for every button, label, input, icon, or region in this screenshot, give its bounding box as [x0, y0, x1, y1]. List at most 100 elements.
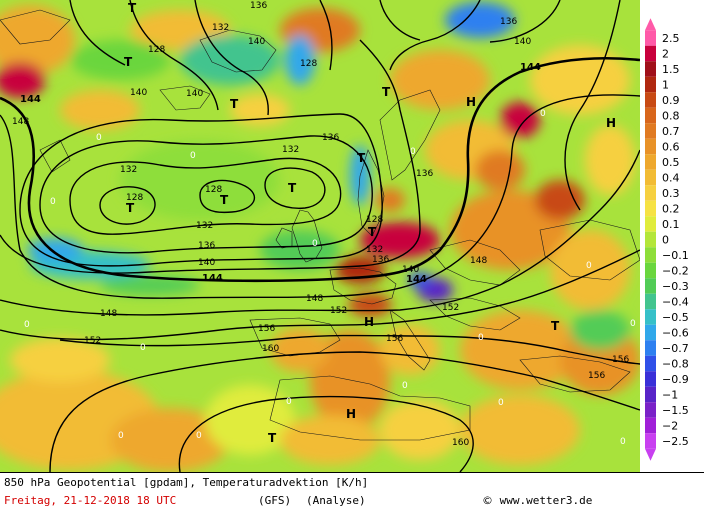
isoline-label: 160 — [262, 344, 279, 354]
isoline-label: 132 — [120, 165, 137, 175]
legend-label: −1.5 — [662, 404, 689, 417]
isoline-label: 148 — [100, 309, 117, 319]
legend-swatch — [645, 433, 656, 449]
low-pressure-marker: T — [368, 225, 377, 239]
legend-swatch — [645, 45, 656, 62]
isoline-label: 128 — [300, 59, 317, 69]
run-type: (Analyse) — [306, 494, 366, 507]
isoline-label: 136 — [250, 1, 267, 11]
low-pressure-marker: T — [220, 193, 229, 207]
advection-field — [0, 0, 640, 472]
legend-swatch — [645, 386, 656, 403]
legend-swatch — [645, 154, 656, 170]
isoline-label: 136 — [372, 255, 389, 265]
isoline-label: 156 — [588, 371, 605, 381]
low-pressure-marker: T — [126, 201, 135, 215]
legend-label: 2 — [662, 48, 669, 61]
isoline-label: 128 — [148, 45, 165, 55]
legend-label: 0 — [662, 234, 669, 247]
legend-swatch — [645, 30, 656, 46]
isoline-label: 132 — [366, 245, 383, 255]
legend-label: −0.9 — [662, 373, 689, 386]
legend-swatch — [645, 169, 656, 186]
isoline-label: 128 — [205, 185, 222, 195]
legend-label: 0.1 — [662, 218, 680, 231]
copyright-icon: © — [482, 494, 493, 507]
high-pressure-marker: H — [346, 407, 356, 421]
legend-swatch — [645, 185, 656, 201]
info-bar: 850 hPa Geopotential [gpdam], Temperatur… — [0, 472, 704, 513]
zero-label: 0 — [540, 109, 546, 119]
zero-label: 0 — [498, 398, 504, 408]
legend-swatch — [645, 324, 656, 341]
contour-labels: 128 132 128 128 128 132 132 132 128 132 … — [12, 1, 629, 448]
map-canvas: 128 132 128 128 128 132 132 132 128 132 … — [0, 0, 640, 472]
high-pressure-marker: H — [606, 116, 616, 130]
zero-label: 0 — [620, 437, 626, 447]
isoline-label: 136 — [322, 133, 339, 143]
zero-label: 0 — [96, 133, 102, 143]
isoline-label: 132 — [212, 23, 229, 33]
isoline-label: 152 — [330, 306, 347, 316]
isoline-label: 156 — [258, 324, 275, 334]
legend-label: −0.7 — [662, 342, 689, 355]
legend-swatch — [645, 340, 656, 356]
geopotential-contours — [0, 0, 640, 472]
color-legend: 2.5 2 1.5 1 0.9 0.8 0.7 0.6 0.5 0.4 0.3 0.2 0.1 0 −0.1… — [640, 0, 704, 472]
zero-label: 0 — [140, 343, 146, 353]
isoline-label: 144 — [520, 62, 541, 73]
isoline-label: 140 — [248, 37, 265, 47]
isoline-label: 136 — [500, 17, 517, 27]
isoline-label: 140 — [130, 88, 147, 98]
legend-swatch — [645, 138, 656, 155]
high-pressure-marker: H — [364, 315, 374, 329]
legend-swatch — [645, 231, 656, 248]
legend-swatch — [645, 402, 656, 418]
isoline-label: 152 — [442, 303, 459, 313]
legend-label: 1 — [662, 79, 669, 92]
legend-swatch — [645, 76, 656, 93]
legend-label: −0.2 — [662, 265, 689, 278]
isoline-label: 148 — [12, 117, 29, 127]
low-pressure-marker: T — [124, 55, 133, 69]
legend-swatch — [645, 293, 656, 310]
low-pressure-marker: T — [288, 181, 297, 195]
isoline-label: 140 — [402, 265, 419, 275]
legend-label: 0.8 — [662, 110, 680, 123]
low-pressure-marker: T — [357, 151, 366, 165]
low-pressure-marker: T — [268, 431, 277, 445]
isoline-label: 136 — [416, 169, 433, 179]
zero-label: 0 — [478, 333, 484, 343]
isoline-label: 140 — [198, 258, 215, 268]
isoline-label: 148 — [306, 294, 323, 304]
isoline-label: 156 — [386, 334, 403, 344]
pressure-centers: T T T T T T T T T T T H H H H — [124, 1, 616, 445]
isoline-label: 136 — [198, 241, 215, 251]
legend-label: −0.6 — [662, 327, 689, 340]
legend-swatch — [645, 92, 656, 108]
weather-map: 128 132 128 128 128 132 132 132 128 132 … — [0, 0, 640, 472]
isoline-label: 148 — [470, 256, 487, 266]
legend-label: −0.8 — [662, 358, 689, 371]
legend-label: 0.4 — [662, 172, 680, 185]
zero-label: 0 — [410, 147, 416, 157]
isoline-label: 132 — [282, 145, 299, 155]
legend-label: −1 — [662, 389, 678, 402]
legend-scale: 2.5 2 1.5 1 0.9 0.8 0.7 0.6 0.5 0.4 0.3 0.2 0.1 0 −0.1… — [645, 18, 689, 461]
legend-label: 0.2 — [662, 203, 680, 216]
legend-swatch — [645, 61, 656, 77]
zero-labels: 0 0 0 0 0 0 0 0 0 0 0 0 0 0 0 0 0 — [24, 109, 636, 447]
legend-label: 0.7 — [662, 125, 680, 138]
legend-label: 2.5 — [662, 32, 680, 45]
legend-swatch — [645, 200, 656, 217]
legend-label: −0.5 — [662, 311, 689, 324]
legend-swatch — [645, 417, 656, 434]
legend-swatch — [645, 247, 656, 263]
legend-label: −0.1 — [662, 249, 689, 262]
isoline-label: 132 — [196, 221, 213, 231]
copyright-link[interactable]: © www.wetter3.de — [482, 494, 592, 507]
legend-label: 0.6 — [662, 141, 680, 154]
zero-label: 0 — [196, 431, 202, 441]
legend-label: 0.9 — [662, 94, 680, 107]
legend-swatch — [645, 123, 656, 139]
